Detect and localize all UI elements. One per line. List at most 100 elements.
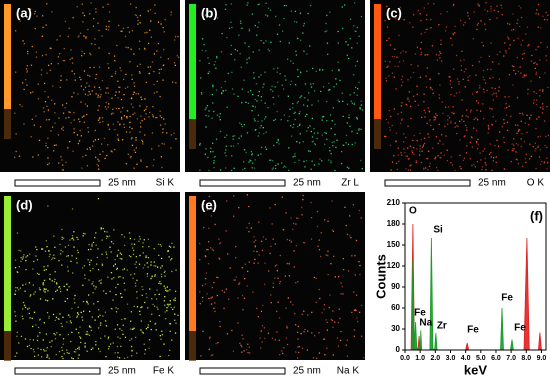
map-dot xyxy=(42,15,44,17)
map-dot xyxy=(147,257,150,259)
map-dot xyxy=(360,128,362,130)
map-dot xyxy=(164,304,166,306)
map-dot xyxy=(282,229,285,231)
map-dot xyxy=(76,134,79,136)
map-dot xyxy=(356,60,358,62)
map-dot xyxy=(397,65,399,68)
map-dot xyxy=(312,357,315,359)
map-dot xyxy=(318,239,320,241)
map-dot xyxy=(58,318,60,320)
map-dot xyxy=(130,274,132,276)
map-dot xyxy=(306,113,308,116)
map-dot xyxy=(100,228,102,230)
map-dot xyxy=(525,33,527,35)
map-dot xyxy=(62,112,65,114)
map-dot xyxy=(513,66,515,68)
map-dot xyxy=(423,137,426,139)
map-dot xyxy=(102,120,104,123)
map-dot xyxy=(420,53,422,56)
map-dot xyxy=(130,338,133,340)
map-dot xyxy=(242,309,244,311)
map-dot xyxy=(420,41,422,44)
map-dot xyxy=(492,160,494,162)
map-dot xyxy=(461,50,463,52)
map-dot xyxy=(54,112,56,114)
map-dot xyxy=(391,124,393,127)
map-dot xyxy=(105,325,108,327)
map-dot xyxy=(35,324,37,326)
map-dot xyxy=(427,150,429,152)
map-dot xyxy=(275,164,277,167)
map-dot xyxy=(283,5,286,7)
map-dot xyxy=(100,322,102,324)
map-dot xyxy=(146,275,149,277)
map-dot xyxy=(98,309,100,311)
map-dot xyxy=(387,121,389,124)
map-dot xyxy=(204,255,206,257)
map-dot xyxy=(43,290,45,292)
map-dot xyxy=(112,342,114,344)
map-dot xyxy=(45,142,47,144)
map-dot xyxy=(174,36,177,38)
map-dot xyxy=(466,109,468,111)
map-dot xyxy=(210,215,212,217)
map-dot xyxy=(508,74,510,76)
map-dot xyxy=(297,331,299,333)
map-dot xyxy=(71,96,73,98)
map-dot xyxy=(42,26,44,28)
map-dot xyxy=(77,142,79,145)
map-dot xyxy=(53,235,55,237)
map-dot xyxy=(47,157,49,159)
map-dot xyxy=(31,118,33,120)
map-dot xyxy=(294,118,296,121)
map-dot xyxy=(153,53,155,55)
map-dot xyxy=(208,297,210,300)
map-dot xyxy=(153,265,155,267)
map-dot xyxy=(45,119,48,121)
map-dot xyxy=(146,273,149,275)
map-dot xyxy=(425,86,428,88)
map-dot xyxy=(517,130,520,133)
map-dot xyxy=(224,8,227,10)
map-dot xyxy=(429,119,431,121)
map-dot xyxy=(144,98,146,100)
map-dot xyxy=(264,146,267,148)
map-dot xyxy=(397,113,399,115)
map-dot xyxy=(334,123,336,125)
map-dot xyxy=(42,282,44,284)
map-dot xyxy=(22,40,24,42)
map-dot xyxy=(459,139,461,141)
map-dot xyxy=(153,92,156,94)
map-dot xyxy=(307,127,309,129)
map-dot xyxy=(321,160,323,162)
map-dot xyxy=(248,45,250,48)
map-dot xyxy=(408,91,410,93)
x-tick-label: 4.0 xyxy=(461,355,471,362)
map-dot xyxy=(146,166,148,168)
map-dot xyxy=(480,110,482,112)
map-dot xyxy=(207,72,209,75)
map-dot xyxy=(114,60,116,62)
map-dot xyxy=(93,66,95,69)
map-dot xyxy=(93,303,95,305)
map-dot xyxy=(161,143,163,145)
map-dot xyxy=(257,4,259,6)
map-dot xyxy=(394,48,396,50)
color-bar xyxy=(4,4,11,109)
map-dot xyxy=(439,84,441,86)
map-dot xyxy=(476,100,478,102)
map-dot xyxy=(154,12,156,14)
map-dot xyxy=(120,345,122,347)
map-dot xyxy=(132,277,134,279)
map-dot xyxy=(498,78,501,80)
map-dot xyxy=(479,84,481,87)
map-dot xyxy=(99,96,101,98)
map-dot xyxy=(62,343,64,345)
map-dot xyxy=(282,30,284,32)
map-dot xyxy=(330,263,332,265)
map-dot xyxy=(208,348,210,351)
map-dot xyxy=(130,157,132,159)
map-dot xyxy=(399,12,401,14)
map-dot xyxy=(233,195,235,197)
map-dot xyxy=(24,305,26,307)
